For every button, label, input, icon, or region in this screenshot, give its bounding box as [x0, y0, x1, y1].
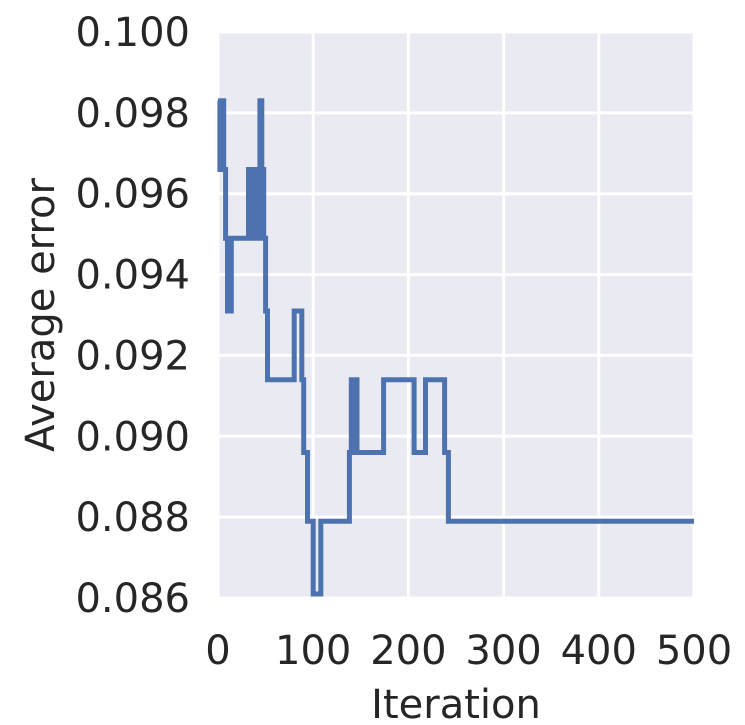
x-axis-label: Iteration: [371, 682, 541, 725]
grid-lines: [216, 30, 696, 600]
y-tick-label: 0.098: [75, 91, 190, 137]
x-tick-label: 300: [465, 628, 541, 674]
y-tick-label: 0.094: [75, 253, 190, 299]
x-tick-label: 200: [370, 628, 446, 674]
y-tick-label: 0.088: [75, 495, 190, 541]
x-tick-label: 400: [561, 628, 637, 674]
series-layer: [217, 98, 694, 597]
y-axis-ticks: 0.086 0.088 0.090 0.092 0.094 0.096 0.098 0.100: [75, 10, 190, 622]
series-line: [217, 98, 694, 597]
x-tick-label: 500: [656, 628, 732, 674]
y-tick-label: 0.086: [75, 576, 190, 622]
x-axis-ticks: 0 100 200 300 400 500: [205, 628, 732, 674]
y-axis-label: Average error: [18, 178, 64, 452]
plot-area: [218, 32, 694, 598]
y-tick-label: 0.090: [75, 414, 190, 460]
x-tick-label: 0: [205, 628, 230, 674]
x-tick-label: 100: [275, 628, 351, 674]
y-tick-label: 0.100: [75, 10, 190, 56]
y-tick-label: 0.096: [75, 172, 190, 218]
y-tick-label: 0.092: [75, 333, 190, 379]
